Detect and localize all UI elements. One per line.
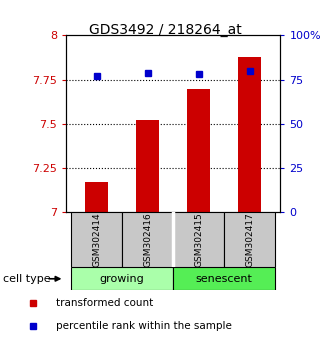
Bar	[122, 212, 173, 267]
Text: cell type: cell type	[3, 274, 51, 284]
Bar	[238, 57, 261, 212]
Bar	[173, 267, 276, 290]
Text: growing: growing	[100, 274, 145, 284]
Text: GDS3492 / 218264_at: GDS3492 / 218264_at	[89, 23, 241, 37]
Bar	[71, 267, 173, 290]
Text: senescent: senescent	[196, 274, 253, 284]
Bar	[71, 212, 122, 267]
Text: GSM302417: GSM302417	[246, 212, 254, 267]
Bar	[187, 88, 210, 212]
Text: GSM302414: GSM302414	[92, 212, 101, 267]
Text: percentile rank within the sample: percentile rank within the sample	[56, 321, 232, 331]
Bar	[173, 212, 224, 267]
Bar	[85, 182, 108, 212]
Text: GSM302416: GSM302416	[143, 212, 152, 267]
Text: GSM302415: GSM302415	[194, 212, 203, 267]
Bar	[224, 212, 276, 267]
Text: transformed count: transformed count	[56, 298, 153, 308]
Bar	[136, 120, 159, 212]
